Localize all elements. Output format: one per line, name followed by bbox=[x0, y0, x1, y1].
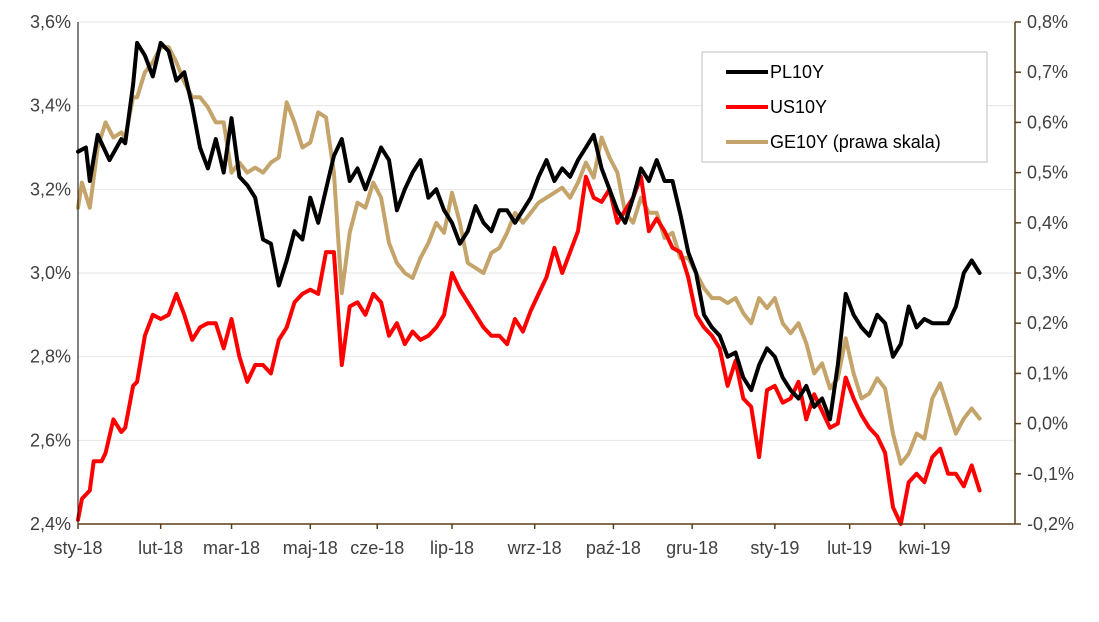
x-tick-label: sty-19 bbox=[750, 538, 799, 558]
x-tick-label: gru-18 bbox=[666, 538, 718, 558]
x-tick-label: sty-18 bbox=[53, 538, 102, 558]
x-tick-label: cze-18 bbox=[350, 538, 404, 558]
right-y-tick-label: -0,2% bbox=[1027, 514, 1074, 534]
left-y-tick-label: 2,4% bbox=[30, 514, 71, 534]
left-y-tick-label: 2,6% bbox=[30, 430, 71, 450]
right-y-tick-label: 0,2% bbox=[1027, 313, 1068, 333]
series-line-ge10y bbox=[76, 45, 982, 466]
right-y-tick-label: 0,0% bbox=[1027, 414, 1068, 434]
legend-label: GE10Y (prawa skala) bbox=[770, 132, 941, 152]
legend-label: PL10Y bbox=[770, 62, 824, 82]
left-y-tick-label: 2,8% bbox=[30, 347, 71, 367]
left-y-tick-label: 3,0% bbox=[30, 263, 71, 283]
right-y-tick-label: 0,4% bbox=[1027, 213, 1068, 233]
right-y-tick-label: 0,7% bbox=[1027, 62, 1068, 82]
left-y-tick-labels: 2,4% 2,6% 2,8% 3,0% 3,2% 3,4% 3,6% bbox=[30, 12, 71, 534]
right-y-tick-labels: -0,2% -0,1% 0,0% 0,1% 0,2% 0,3% 0,4% 0,5% 0,6% 0,… bbox=[1015, 12, 1074, 534]
right-y-tick-label: 0,3% bbox=[1027, 263, 1068, 283]
x-tick-labels: sty-18 lut-18 mar-18 maj-18 cze-18 lip-18 wrz-… bbox=[53, 524, 950, 558]
legend-label: US10Y bbox=[770, 97, 827, 117]
x-tick-label: kwi-19 bbox=[898, 538, 950, 558]
left-y-tick-label: 3,6% bbox=[30, 12, 71, 32]
x-tick-label: wrz-18 bbox=[507, 538, 562, 558]
right-y-tick-label: 0,6% bbox=[1027, 112, 1068, 132]
right-y-tick-label: 0,5% bbox=[1027, 163, 1068, 183]
x-tick-label: mar-18 bbox=[203, 538, 260, 558]
right-y-tick-label: -0,1% bbox=[1027, 464, 1074, 484]
x-tick-label: lip-18 bbox=[430, 538, 474, 558]
x-tick-label: paź-18 bbox=[586, 538, 641, 558]
left-y-tick-label: 3,2% bbox=[30, 179, 71, 199]
x-tick-label: lut-19 bbox=[827, 538, 872, 558]
right-y-tick-label: 0,1% bbox=[1027, 363, 1068, 383]
right-y-tick-label: 0,8% bbox=[1027, 12, 1068, 32]
x-tick-label: lut-18 bbox=[138, 538, 183, 558]
series-line-us10y bbox=[76, 174, 982, 526]
series-layer bbox=[76, 40, 982, 526]
legend: PL10Y US10Y GE10Y (prawa skala) bbox=[701, 51, 988, 163]
series-line-pl10y bbox=[76, 40, 982, 422]
x-tick-label: maj-18 bbox=[283, 538, 338, 558]
left-y-tick-label: 3,4% bbox=[30, 96, 71, 116]
